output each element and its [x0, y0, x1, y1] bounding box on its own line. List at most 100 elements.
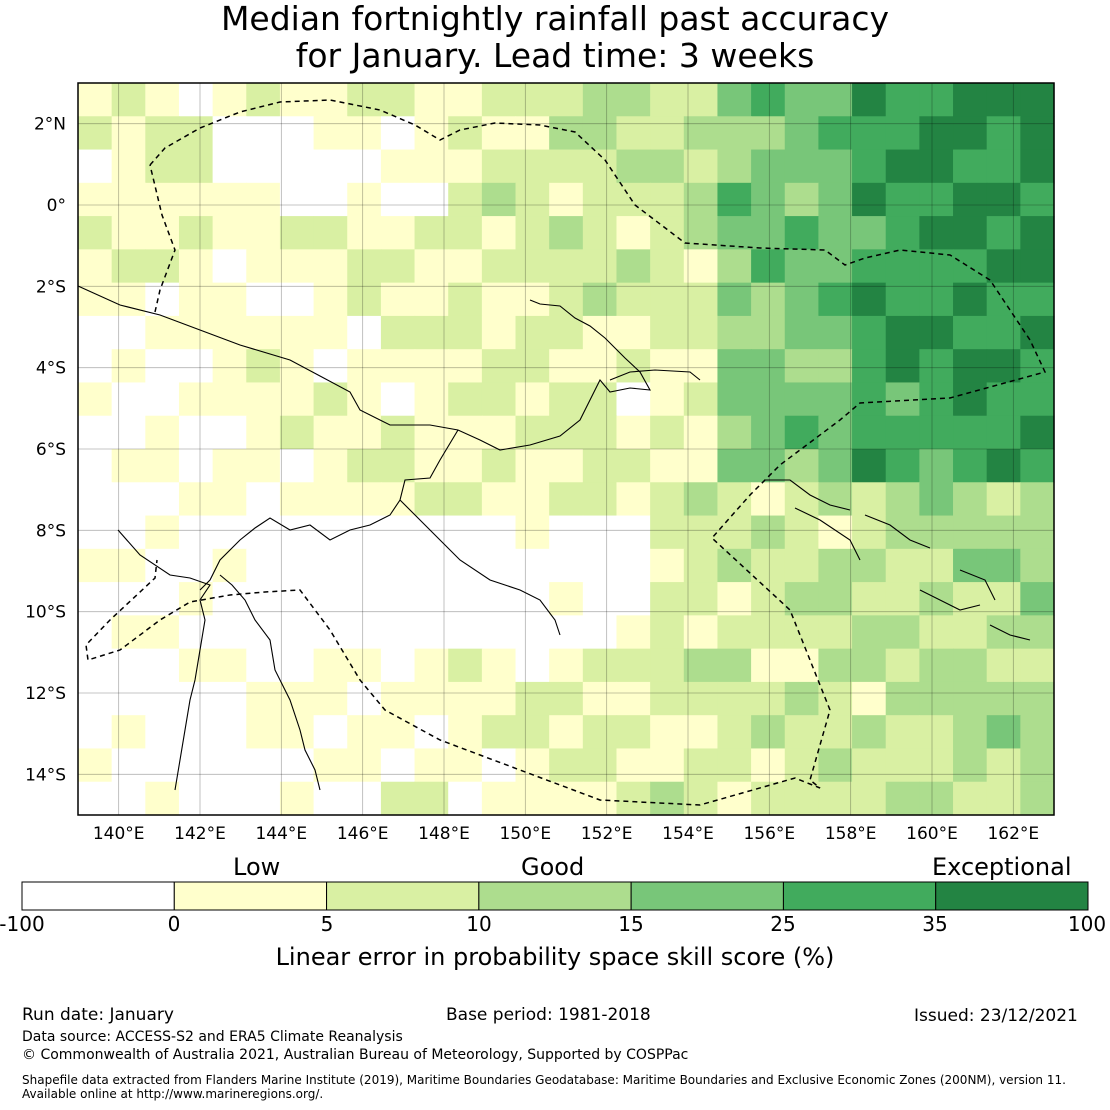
skill-cell: [717, 282, 752, 317]
skill-cell: [616, 415, 651, 450]
axis-tick-label: 152°E: [581, 824, 633, 844]
skill-cell: [279, 282, 315, 317]
issued-date: Issued: 23/12/2021: [914, 1006, 1078, 1026]
skill-cell: [986, 83, 1021, 117]
colorbar-segment: [326, 881, 480, 911]
skill-cell: [751, 748, 786, 783]
skill-cell: [111, 582, 146, 616]
skill-cell: [953, 83, 988, 117]
skill-cell: [683, 415, 719, 450]
skill-cell: [515, 681, 550, 716]
skill-cell: [784, 182, 820, 217]
skill-cell: [784, 249, 820, 284]
skill-cell: [313, 715, 348, 750]
skill-cell: [347, 116, 382, 151]
skill-cell: [549, 648, 584, 683]
skill-cell: [818, 515, 853, 550]
skill-cell: [481, 382, 517, 417]
skill-cell: [852, 515, 887, 550]
axis-tick-label: 6°S: [36, 440, 66, 460]
skill-cell: [212, 149, 247, 184]
skill-cell: [986, 781, 1021, 816]
skill-cell: [481, 681, 517, 716]
skill-cell: [246, 681, 281, 716]
skill-cell: [784, 681, 820, 716]
skill-cell: [717, 349, 752, 384]
skill-cell: [279, 315, 315, 350]
skill-cell: [414, 349, 449, 384]
skill-cell: [178, 415, 214, 450]
skill-cell: [111, 415, 146, 450]
skill-cell: [111, 83, 146, 117]
skill-cell: [414, 149, 449, 184]
skill-cell: [212, 548, 247, 583]
skill-cell: [986, 415, 1021, 450]
skill-cell: [145, 249, 180, 284]
skill-cell: [852, 582, 887, 616]
skill-cell: [818, 449, 853, 483]
skill-cell: [852, 116, 887, 151]
skill-cell: [347, 415, 382, 450]
skill-cell: [818, 615, 853, 650]
skill-cell: [145, 449, 180, 483]
skill-cell: [549, 315, 584, 350]
skill-cell: [78, 482, 113, 517]
base-period: Base period: 1981-2018: [446, 1005, 651, 1025]
skill-cell: [246, 149, 281, 184]
skill-cell: [380, 415, 416, 450]
skill-cell: [1020, 615, 1055, 650]
skill-cell: [380, 515, 416, 550]
skill-cell: [448, 515, 483, 550]
skill-cell: [650, 748, 685, 783]
skill-cell: [953, 582, 988, 616]
skill-cell: [1020, 216, 1055, 250]
skill-cell: [313, 415, 348, 450]
skill-cell: [852, 781, 887, 816]
skill-cell: [717, 748, 752, 783]
graticule: [78, 83, 1054, 815]
axis-labels: 2°N 0° 2°S 4°S 6°S 8°S 10°S 12°S 14°S 140°E 142°E 1…: [25, 115, 1039, 844]
skill-cell: [380, 781, 416, 816]
skill-cell: [212, 449, 247, 483]
skill-cell: [414, 582, 449, 616]
skill-cell: [683, 182, 719, 217]
skill-cell: [885, 615, 920, 650]
skill-cell: [145, 315, 180, 350]
skill-cell: [78, 216, 113, 250]
skill-cell: [380, 582, 416, 616]
skill-cell: [515, 249, 550, 284]
skill-cell: [751, 615, 786, 650]
skill-cell: [953, 681, 988, 716]
skill-cell: [380, 715, 416, 750]
skill-cell: [953, 249, 988, 284]
skill-cell: [212, 282, 247, 317]
skill-cell: [717, 83, 752, 117]
skill-cell: [313, 748, 348, 783]
skill-cell: [212, 615, 247, 650]
axis-tick-label: 8°S: [36, 521, 66, 541]
skill-cell: [347, 282, 382, 317]
skill-cell: [986, 349, 1021, 384]
skill-cell: [78, 648, 113, 683]
skill-cell: [751, 482, 786, 517]
skill-cell: [246, 615, 281, 650]
skill-cell: [751, 83, 786, 117]
skill-cell: [111, 648, 146, 683]
skill-cell: [178, 781, 214, 816]
skill-cell: [852, 382, 887, 417]
skill-cell: [582, 515, 618, 550]
skill-cell: [751, 582, 786, 616]
skill-cell: [481, 781, 517, 816]
skill-cell: [549, 681, 584, 716]
skill-cell: [751, 282, 786, 317]
skill-cell: [549, 349, 584, 384]
skill-cell: [145, 382, 180, 417]
skill-cell: [78, 83, 113, 117]
skill-cell: [246, 182, 281, 217]
skill-cell: [919, 748, 954, 783]
skill-cell: [616, 715, 651, 750]
skill-cell: [246, 648, 281, 683]
skill-cell: [313, 515, 348, 550]
skill-cell: [313, 681, 348, 716]
skill-cell: [683, 116, 719, 151]
